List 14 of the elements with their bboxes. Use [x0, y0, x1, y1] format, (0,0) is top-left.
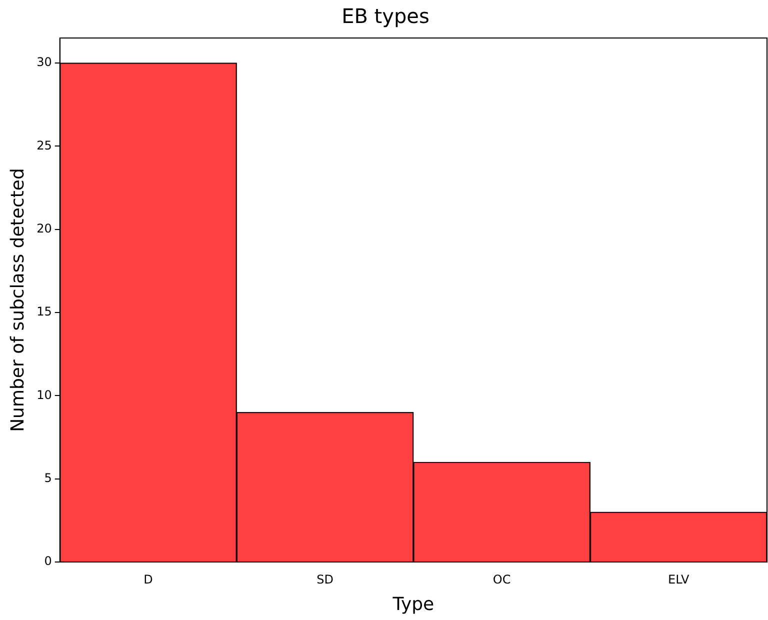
x-tick-label: D [144, 572, 153, 586]
y-axis-title: Number of subclass detected [7, 168, 28, 432]
y-tick-label: 20 [36, 221, 52, 236]
x-tick-label: SD [316, 572, 334, 586]
x-axis-title: Type [392, 594, 434, 615]
x-tick-label: OC [492, 572, 511, 586]
x-tick-label: ELV [668, 572, 690, 586]
y-tick-label: 5 [44, 470, 52, 485]
y-tick-label: 30 [36, 55, 52, 70]
y-tick-label: 10 [36, 388, 52, 402]
chart-title: EB types [342, 4, 430, 28]
y-tick-label: 25 [36, 138, 52, 152]
y-tick-label: 0 [44, 554, 52, 568]
y-tick-label: 15 [36, 304, 52, 319]
